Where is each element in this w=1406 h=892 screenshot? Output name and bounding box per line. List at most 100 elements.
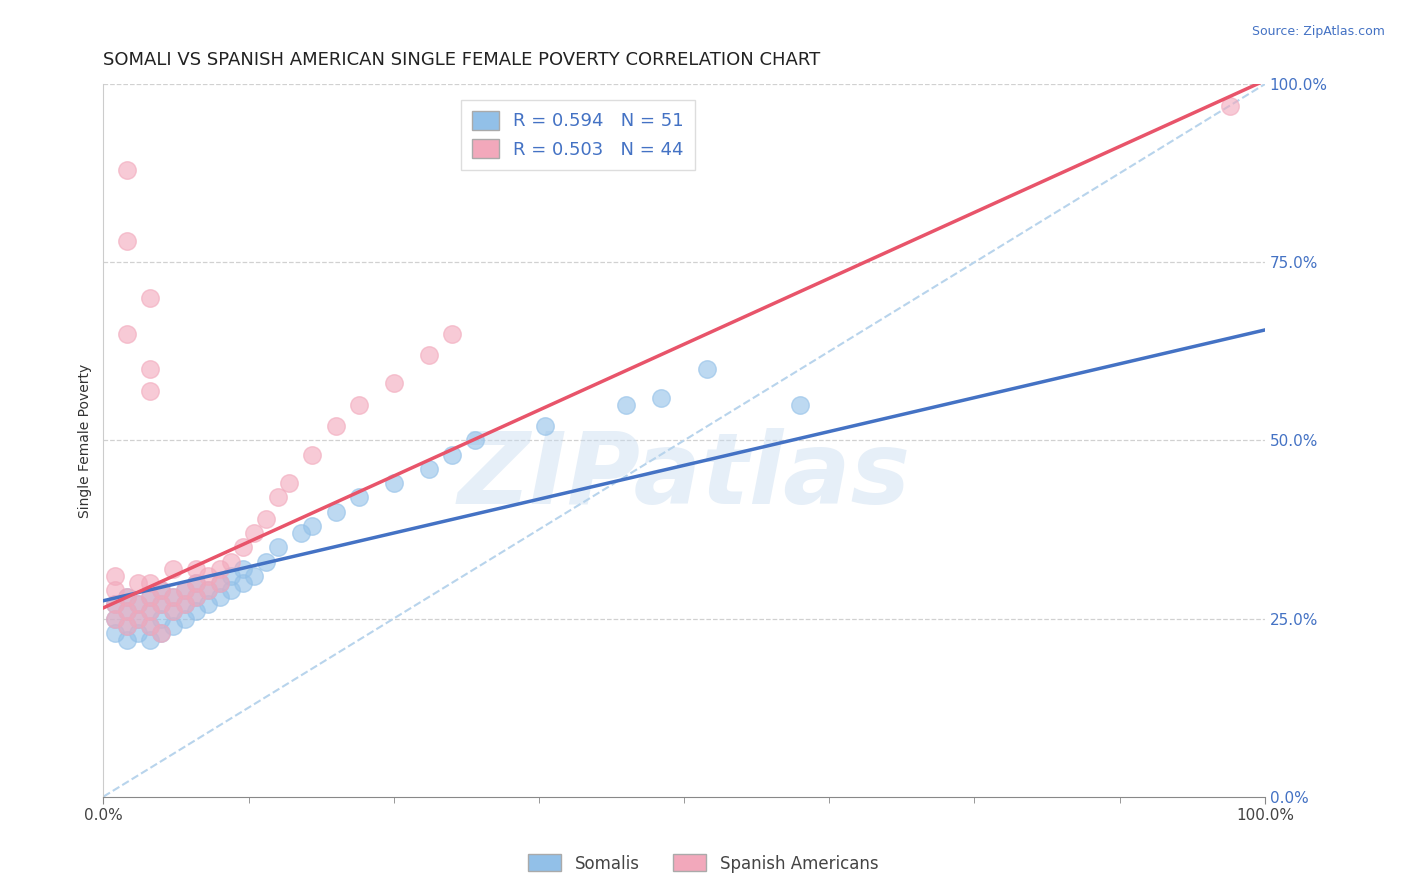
Point bbox=[186, 575, 208, 590]
Point bbox=[254, 512, 277, 526]
Point bbox=[115, 590, 138, 604]
Point bbox=[243, 568, 266, 582]
Point bbox=[115, 326, 138, 341]
Point bbox=[127, 611, 149, 625]
Point bbox=[115, 590, 138, 604]
Point bbox=[347, 491, 370, 505]
Point bbox=[139, 618, 162, 632]
Point bbox=[115, 234, 138, 248]
Legend: Somalis, Spanish Americans: Somalis, Spanish Americans bbox=[522, 847, 884, 880]
Point bbox=[104, 611, 127, 625]
Point bbox=[150, 625, 173, 640]
Point bbox=[104, 582, 127, 597]
Point bbox=[301, 519, 323, 533]
Point bbox=[162, 590, 184, 604]
Point bbox=[150, 625, 173, 640]
Point bbox=[115, 604, 138, 618]
Point bbox=[186, 590, 208, 604]
Text: ZIPatlas: ZIPatlas bbox=[457, 427, 911, 524]
Point bbox=[150, 611, 173, 625]
Point bbox=[440, 326, 463, 341]
Point bbox=[115, 162, 138, 177]
Legend: R = 0.594   N = 51, R = 0.503   N = 44: R = 0.594 N = 51, R = 0.503 N = 44 bbox=[461, 100, 695, 169]
Point bbox=[150, 597, 173, 611]
Point bbox=[219, 582, 242, 597]
Point bbox=[115, 632, 138, 647]
Y-axis label: Single Female Poverty: Single Female Poverty bbox=[79, 363, 93, 517]
Point bbox=[418, 348, 440, 362]
Point bbox=[173, 597, 195, 611]
Text: Source: ZipAtlas.com: Source: ZipAtlas.com bbox=[1251, 25, 1385, 38]
Point bbox=[533, 419, 555, 434]
Point bbox=[440, 448, 463, 462]
Point bbox=[382, 476, 405, 491]
Point bbox=[139, 632, 162, 647]
Point bbox=[208, 562, 231, 576]
Point bbox=[139, 575, 162, 590]
Point bbox=[139, 291, 162, 305]
Point bbox=[150, 582, 173, 597]
Point bbox=[232, 541, 254, 555]
Point bbox=[104, 568, 127, 582]
Point bbox=[789, 398, 811, 412]
Point bbox=[219, 568, 242, 582]
Point bbox=[139, 604, 162, 618]
Point bbox=[173, 611, 195, 625]
Point bbox=[325, 419, 347, 434]
Point bbox=[139, 590, 162, 604]
Point bbox=[162, 590, 184, 604]
Point bbox=[219, 555, 242, 569]
Point bbox=[650, 391, 672, 405]
Point bbox=[278, 476, 301, 491]
Point bbox=[139, 384, 162, 398]
Point bbox=[127, 625, 149, 640]
Point bbox=[150, 597, 173, 611]
Point bbox=[186, 604, 208, 618]
Point bbox=[696, 362, 718, 376]
Point bbox=[127, 597, 149, 611]
Point bbox=[139, 590, 162, 604]
Point bbox=[382, 376, 405, 391]
Point bbox=[290, 526, 312, 541]
Point bbox=[162, 604, 184, 618]
Point bbox=[162, 562, 184, 576]
Point bbox=[208, 590, 231, 604]
Point bbox=[173, 582, 195, 597]
Point bbox=[243, 526, 266, 541]
Point bbox=[208, 575, 231, 590]
Point bbox=[127, 575, 149, 590]
Point bbox=[325, 505, 347, 519]
Point bbox=[197, 568, 219, 582]
Point bbox=[232, 575, 254, 590]
Point bbox=[139, 618, 162, 632]
Point bbox=[347, 398, 370, 412]
Point bbox=[301, 448, 323, 462]
Point bbox=[1219, 98, 1241, 112]
Point bbox=[186, 575, 208, 590]
Point bbox=[197, 582, 219, 597]
Point bbox=[150, 582, 173, 597]
Point bbox=[104, 611, 127, 625]
Point bbox=[232, 562, 254, 576]
Point bbox=[173, 597, 195, 611]
Point bbox=[266, 491, 288, 505]
Point bbox=[139, 362, 162, 376]
Point bbox=[115, 604, 138, 618]
Point bbox=[115, 618, 138, 632]
Point bbox=[197, 597, 219, 611]
Point bbox=[208, 575, 231, 590]
Point bbox=[127, 597, 149, 611]
Point bbox=[127, 611, 149, 625]
Point bbox=[104, 625, 127, 640]
Point bbox=[418, 462, 440, 476]
Point bbox=[186, 562, 208, 576]
Point bbox=[104, 597, 127, 611]
Point bbox=[254, 555, 277, 569]
Point bbox=[104, 597, 127, 611]
Point bbox=[614, 398, 637, 412]
Point bbox=[162, 618, 184, 632]
Point bbox=[139, 604, 162, 618]
Point bbox=[186, 590, 208, 604]
Point bbox=[197, 582, 219, 597]
Point bbox=[162, 604, 184, 618]
